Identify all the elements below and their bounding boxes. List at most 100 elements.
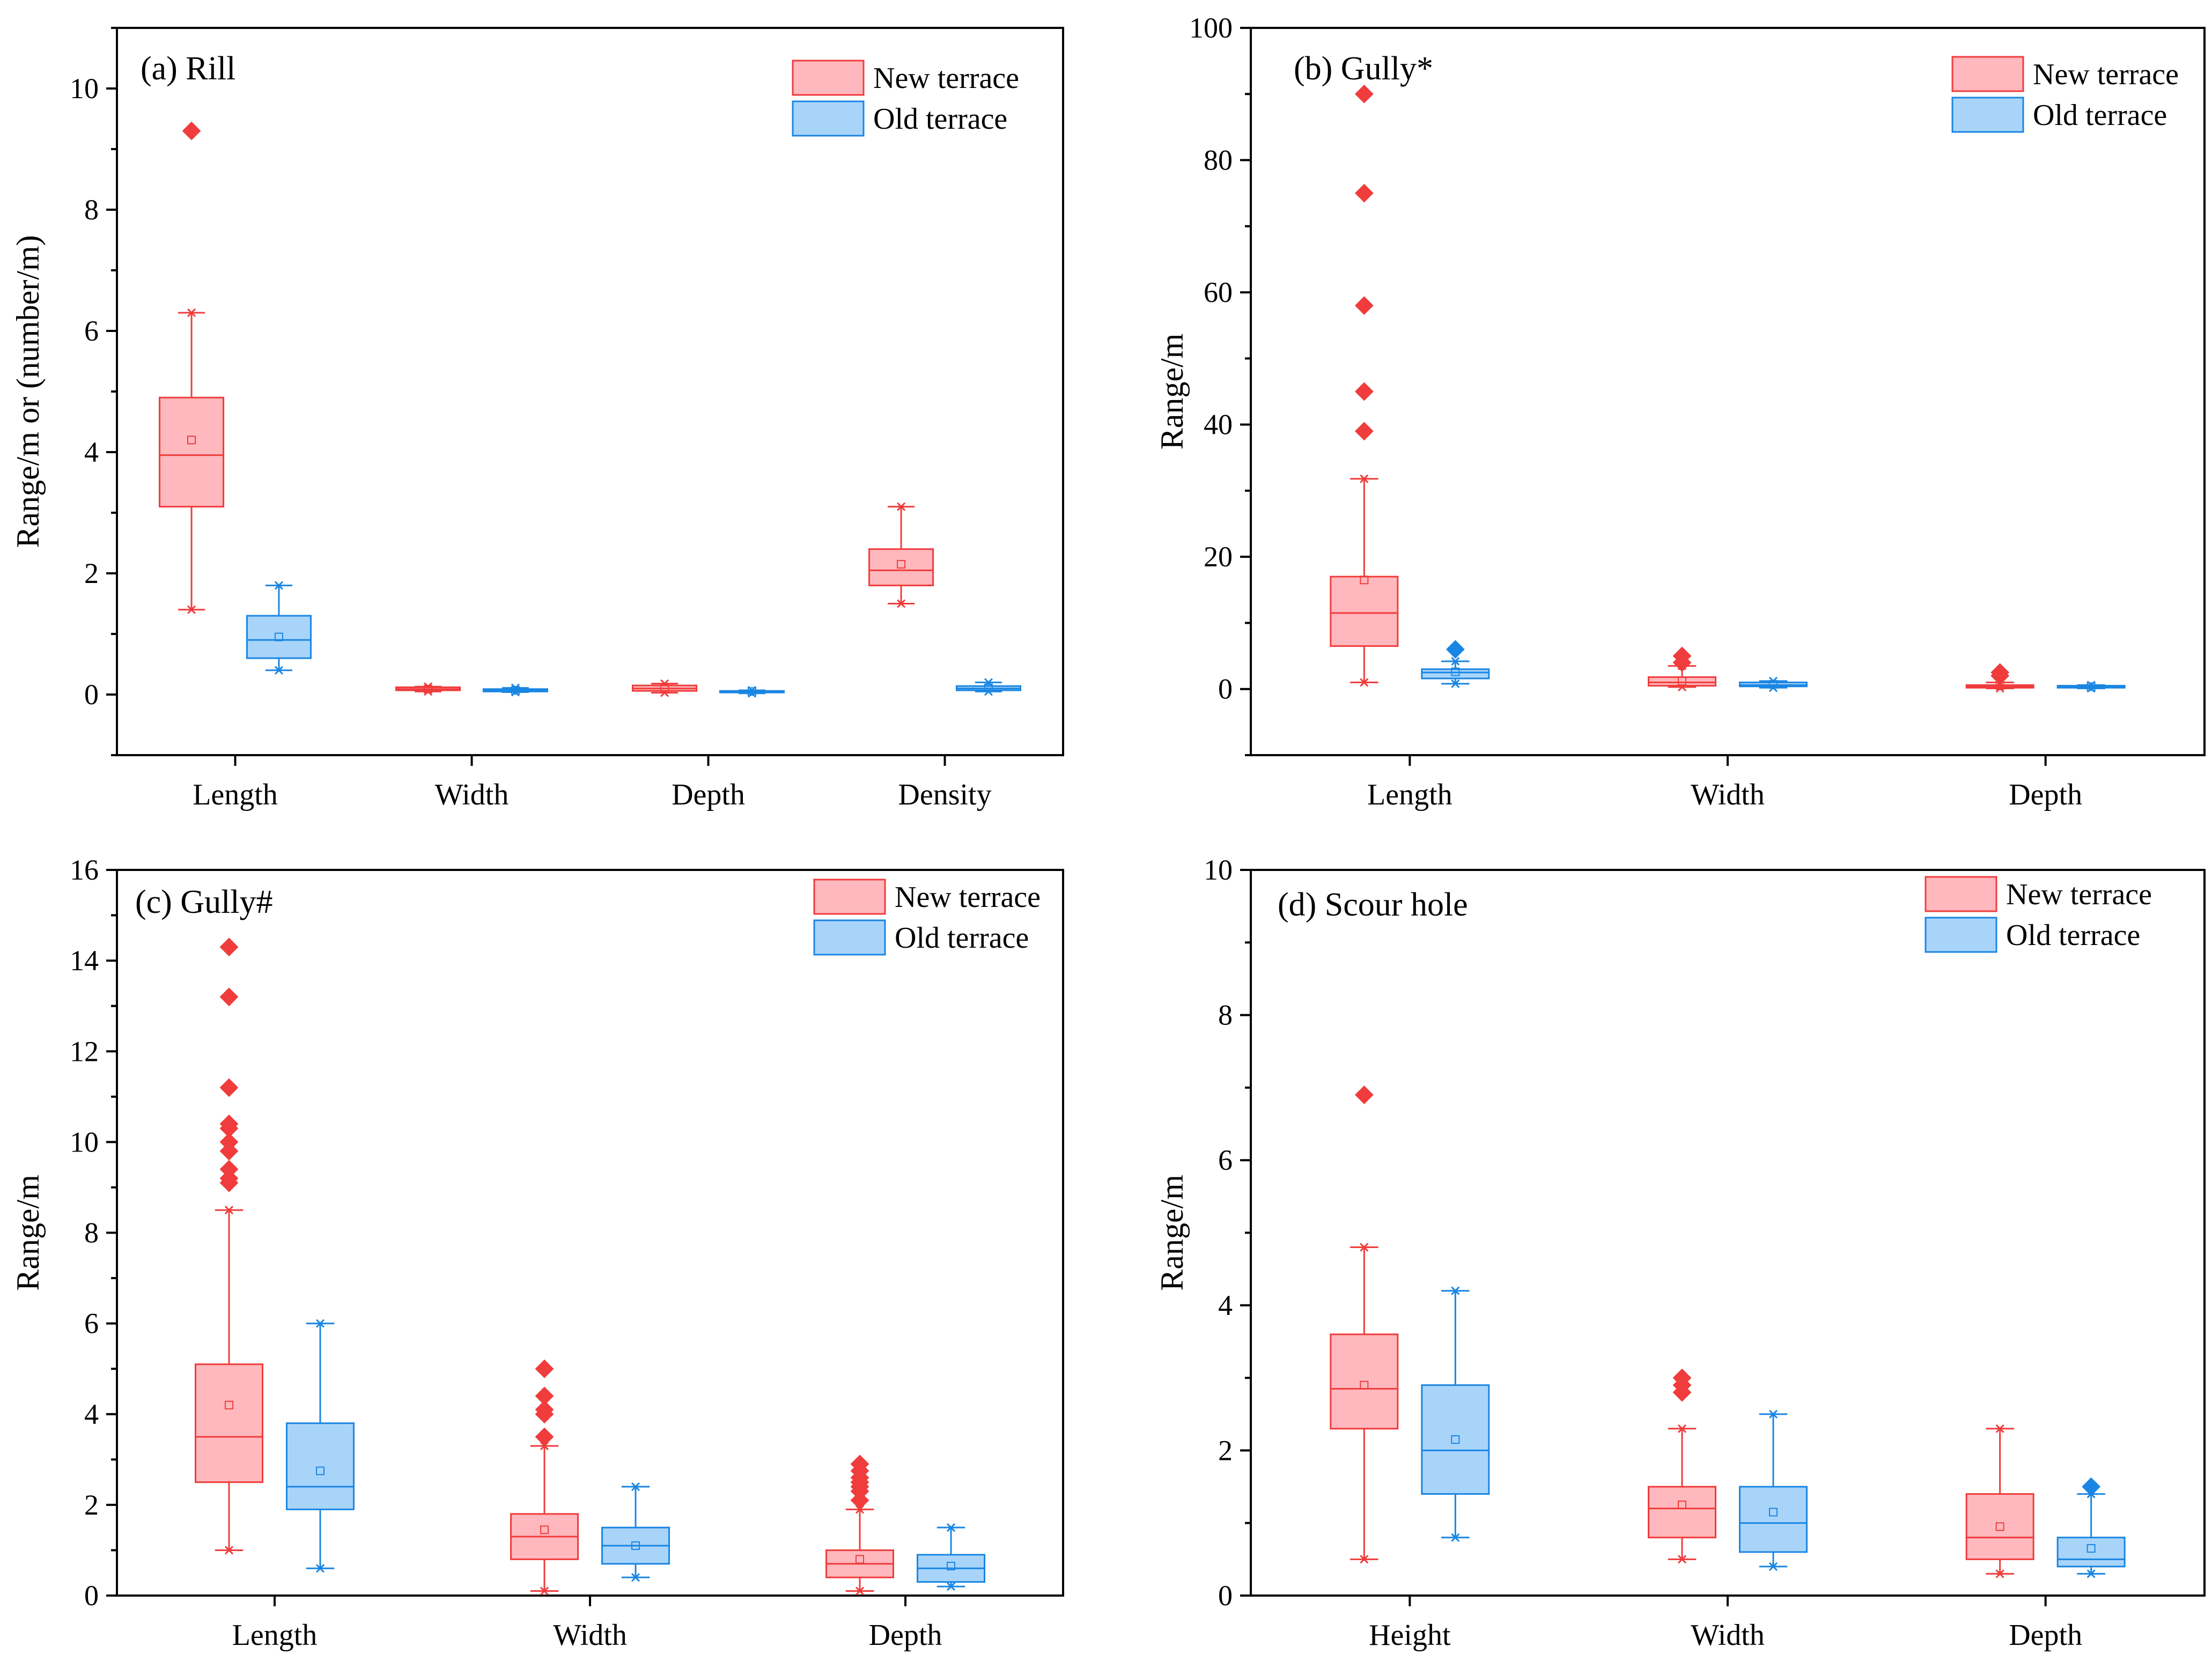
panel-title: (b) Gully* [1294, 50, 1433, 87]
y-tick-label: 10 [1204, 854, 1233, 886]
min-marker [1360, 678, 1369, 687]
y-tick-label: 0 [84, 678, 99, 711]
outlier-point [1354, 382, 1374, 401]
mean-marker [1678, 676, 1686, 685]
new-terrace-box-width [510, 1359, 579, 1596]
y-tick-label: 2 [84, 557, 99, 589]
max-marker [984, 678, 993, 687]
legend-swatch-new [792, 60, 865, 96]
outlier-point [535, 1427, 554, 1446]
min-marker [540, 1586, 549, 1596]
y-tick-label: 6 [1218, 1144, 1233, 1176]
panel-title: (a) Rill [141, 50, 235, 87]
mean-marker [2086, 1544, 2096, 1553]
old-terrace-box-length [286, 1319, 355, 1573]
y-tick-label: 100 [1189, 12, 1233, 44]
x-tick-label: Length [193, 778, 278, 811]
outlier-point [219, 1132, 239, 1151]
outlier-point [535, 1359, 554, 1378]
mean-marker [1995, 1522, 2004, 1531]
mean-marker [1360, 1381, 1369, 1390]
legend-swatch-new [1951, 56, 2024, 92]
min-marker [631, 1573, 640, 1582]
new-terrace-box-depth [1965, 1424, 2034, 1578]
mean-marker [540, 1525, 549, 1534]
new-terrace-box-height [1330, 1086, 1399, 1564]
y-tick-label: 16 [70, 854, 99, 886]
legend-label-old: Old terrace [895, 921, 1029, 955]
legend-swatch-new [1925, 876, 1997, 912]
min-marker [224, 1546, 234, 1555]
outlier-point [1990, 663, 2010, 682]
new-terrace-box-width [395, 682, 461, 696]
x-tick-label: Width [553, 1619, 627, 1652]
x-tick-label: Height [1369, 1619, 1451, 1652]
legend-label-old: Old terrace [2033, 99, 2167, 132]
panel-title: (d) Scour hole [1278, 887, 1468, 923]
outlier-point [219, 937, 239, 957]
y-tick-label: 4 [84, 1398, 99, 1430]
y-tick-label: 6 [84, 315, 99, 347]
outlier-point [219, 987, 239, 1007]
y-tick-label: 4 [84, 436, 99, 468]
y-tick-label: 0 [1218, 1579, 1233, 1612]
y-tick-label: 2 [84, 1489, 99, 1521]
mean-marker [897, 560, 906, 569]
y-tick-label: 80 [1204, 144, 1233, 176]
old-terrace-box-length [246, 581, 312, 675]
max-marker [1360, 1243, 1369, 1252]
legend-label-new: New terrace [895, 881, 1041, 914]
y-tick-label: 2 [1218, 1434, 1233, 1466]
legend: New terrace Old terrace [792, 60, 1019, 137]
min-marker [315, 1564, 325, 1573]
max-marker [896, 502, 906, 511]
y-axis-title: Range/m [10, 1175, 46, 1291]
min-marker [946, 1582, 956, 1591]
new-terrace-box-density [868, 502, 934, 608]
mean-marker [1451, 1435, 1460, 1444]
max-marker [1995, 1424, 2004, 1433]
min-marker [1677, 1555, 1687, 1564]
y-tick-label: 60 [1204, 276, 1233, 308]
outlier-point [1672, 646, 1692, 666]
old-terrace-box-length [1421, 640, 1490, 688]
old-terrace-box-depth [719, 686, 785, 698]
outlier-point [1354, 296, 1374, 315]
iqr-box [1739, 1486, 1808, 1553]
iqr-box [195, 1363, 263, 1483]
mean-marker [274, 632, 283, 641]
old-terrace-box-height [1421, 1286, 1490, 1542]
mean-marker [1769, 680, 1778, 689]
iqr-box [286, 1422, 355, 1510]
legend-label-new: New terrace [2006, 878, 2152, 911]
outlier-point [219, 1160, 239, 1179]
outlier-point [219, 1114, 239, 1133]
outlier-point [1672, 1368, 1692, 1387]
mean-marker [947, 1562, 955, 1571]
min-marker [1360, 1555, 1369, 1564]
x-tick-label: Width [1691, 1619, 1765, 1652]
x-tick-label: Length [1367, 778, 1452, 811]
iqr-box [1421, 668, 1490, 680]
outlier-point [535, 1400, 554, 1419]
outlier-point [1446, 640, 1465, 659]
max-marker [946, 1523, 956, 1532]
y-tick-label: 14 [70, 944, 99, 977]
legend-label-old: Old terrace [873, 102, 1007, 136]
max-marker [1677, 1424, 1687, 1433]
outlier-point [1354, 84, 1374, 104]
new-terrace-box-width [1648, 646, 1716, 692]
y-tick-label: 6 [84, 1308, 99, 1340]
new-terrace-box-width [1648, 1368, 1716, 1564]
y-tick-label: 4 [1218, 1289, 1233, 1322]
y-axis-title: Range/m [1154, 334, 1190, 450]
max-marker [1451, 656, 1460, 666]
legend: New terrace Old terrace [1951, 56, 2179, 133]
mean-marker [225, 1400, 233, 1409]
outlier-point [1354, 422, 1374, 441]
max-marker [274, 581, 284, 590]
min-marker [187, 605, 196, 614]
legend-swatch-old [813, 919, 886, 956]
